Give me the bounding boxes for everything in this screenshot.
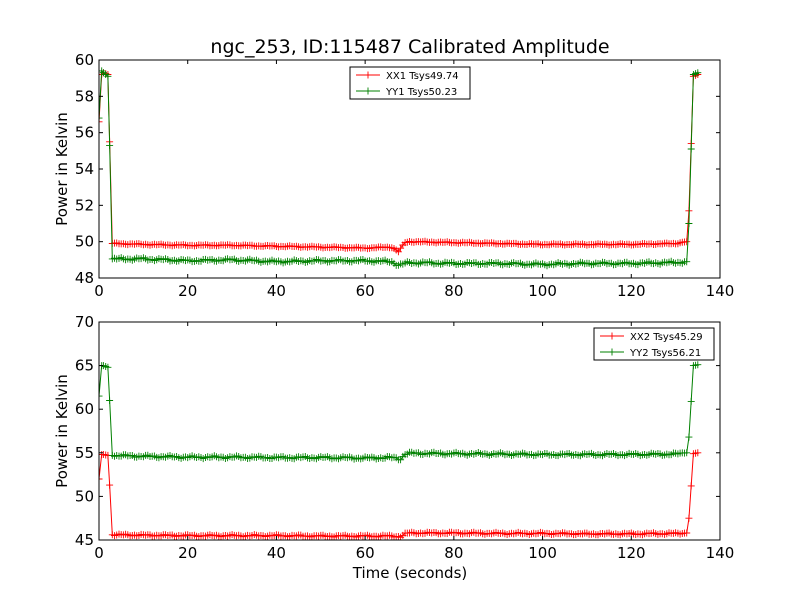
- x-tick-label: 0: [94, 282, 104, 300]
- legend-label-1: XX2 Tsys45.29: [630, 332, 703, 343]
- x-tick-label: 80: [444, 544, 463, 562]
- y-tick-label: 48: [75, 269, 94, 287]
- series-markers-1: [99, 449, 702, 540]
- x-tick-label: 100: [528, 544, 557, 562]
- y-tick-label: 60: [75, 400, 94, 418]
- legend-marker-2: [608, 348, 616, 356]
- y-tick-label: 70: [75, 313, 94, 331]
- series-markers-2: [99, 361, 702, 464]
- x-axis-label: Time (seconds): [352, 564, 468, 582]
- series-group: [99, 67, 702, 270]
- series-group: [99, 361, 702, 540]
- x-tick-label: 100: [528, 282, 557, 300]
- y-tick-label: 54: [75, 160, 94, 178]
- y-axis-label: Power in Kelvin: [53, 112, 71, 226]
- top-panel: 0 20 40 60 80 100 120 140 48 50 52 54 56 58 60 Power in…: [53, 51, 734, 300]
- bottom-panel: 0 20 40 60 80 100 120 140 45 50 55 60 65 70 Power in K…: [53, 313, 734, 562]
- y-tick-label: 55: [75, 444, 94, 462]
- x-tick-label: 120: [617, 544, 646, 562]
- x-tick-label: 80: [444, 282, 463, 300]
- x-tick-label: 0: [94, 544, 104, 562]
- y-tick-label: 56: [75, 124, 94, 142]
- y-tick-label: 58: [75, 87, 94, 105]
- x-tick-label: 140: [706, 282, 735, 300]
- y-tick-label: 52: [75, 196, 94, 214]
- legend-marker-1: [608, 332, 616, 340]
- chart-title: ngc_253, ID:115487 Calibrated Amplitude: [210, 36, 609, 58]
- y-tick-label: 45: [75, 531, 94, 549]
- x-tick-label: 60: [356, 282, 375, 300]
- x-tick-label: 20: [178, 544, 197, 562]
- y-tick-label: 50: [75, 233, 94, 251]
- x-tick-label: 40: [267, 544, 286, 562]
- series-markers-1: [99, 69, 702, 256]
- legend-label-1: XX1 Tsys49.74: [386, 71, 459, 82]
- y-tick-label: 50: [75, 487, 94, 505]
- y-tick-label: 60: [75, 51, 94, 69]
- axes-frame: [98, 321, 721, 541]
- legend-label-2: YY2 Tsys56.21: [629, 348, 701, 359]
- y-axis-label: Power in Kelvin: [53, 374, 71, 488]
- legend-label-2: YY1 Tsys50.23: [385, 87, 457, 98]
- x-tick-label: 120: [617, 282, 646, 300]
- x-tick-label: 140: [706, 544, 735, 562]
- x-tick-label: 60: [356, 544, 375, 562]
- x-tick-label: 40: [267, 282, 286, 300]
- legend-marker-2: [364, 87, 372, 95]
- legend-marker-1: [364, 71, 372, 79]
- x-tick-label: 20: [178, 282, 197, 300]
- legend-box: [349, 66, 471, 100]
- series-markers-2: [99, 67, 702, 270]
- y-tick-label: 65: [75, 357, 94, 375]
- legend-box: [593, 327, 715, 361]
